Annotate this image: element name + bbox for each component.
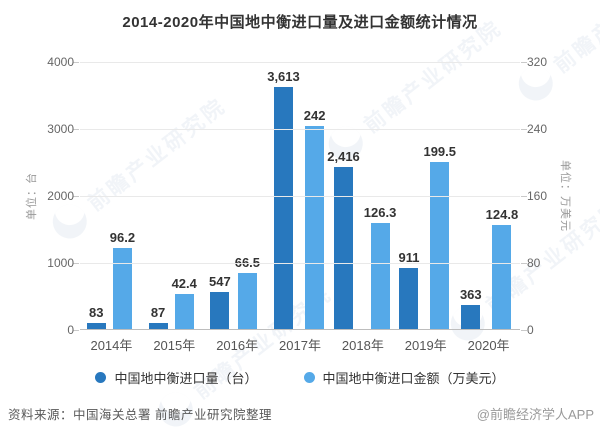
bar-value-label: 2,416 (327, 149, 360, 165)
left-axis-tick (73, 330, 79, 331)
bar-中国地中衡进口金额（万美元）-2016年 (237, 273, 257, 329)
bar-中国地中衡进口金额（万美元）-2014年 (112, 248, 132, 329)
bar-value-label: 66.5 (234, 255, 261, 271)
bar-value-label: 83 (89, 305, 104, 321)
bar-col: 547 (209, 275, 231, 329)
bar-group-2016年: 547 66.5 (204, 62, 266, 329)
legend-label: 中国地中衡进口金额（万美元） (322, 371, 505, 386)
chart-legend: 中国地中衡进口量（台） 中国地中衡进口金额（万美元） (0, 368, 600, 387)
bar-value-label: 242 (303, 108, 326, 124)
category-label-2014年: 2014年 (90, 338, 133, 353)
credit-text: @前瞻经济学人APP (476, 407, 594, 422)
category-label-2015年: 2015年 (153, 338, 196, 353)
legend-item-1[interactable]: 中国地中衡进口金额（万美元） (303, 368, 505, 387)
bar-中国地中衡进口金额（万美元）-2019年 (430, 161, 450, 329)
chart-title: 2014-2020年中国地中衡进口量及进口金额统计情况 (122, 14, 478, 31)
right-axis-tick-label: 320 (527, 55, 548, 69)
bar-中国地中衡进口量（台）-2016年 (210, 292, 230, 329)
bar-value-label: 199.5 (423, 143, 457, 159)
category-label-2020年: 2020年 (467, 338, 510, 353)
left-axis-tick-label: 1000 (47, 256, 74, 270)
gridline (80, 129, 520, 130)
legend-item-0[interactable]: 中国地中衡进口量（台） (95, 368, 258, 387)
bar-中国地中衡进口量（台）-2020年 (461, 304, 481, 329)
bar-col: 42.4 (171, 275, 197, 329)
left-axis-tick-labels: 0 1000 2000 3000 4000 (34, 56, 74, 336)
bar-value-label: 363 (459, 286, 482, 302)
bar-value-label: 42.4 (171, 275, 197, 291)
bar-group-2017年: 3,613 242 (265, 62, 327, 329)
right-axis-tick-label: 240 (527, 122, 548, 136)
right-axis-tick-label: 160 (527, 189, 548, 203)
right-axis-tick-labels: 0 80 160 240 320 (527, 56, 569, 336)
bar-groups: 83 96.2 87 42.4 547 66.5 3,613 242 2,416 126.3 911… (80, 62, 520, 329)
gridline (80, 263, 520, 264)
bar-value-label: 124.8 (485, 206, 519, 222)
bar-value-label: 911 (398, 250, 420, 265)
left-axis-tick (73, 129, 79, 130)
x-axis-category-labels: 2014年 2015年 2016年 2017年 2018年 2019年 2020年 (80, 335, 520, 354)
bar-group-2020年: 363 124.8 (458, 62, 520, 329)
bar-中国地中衡进口金额（万美元）-2015年 (174, 293, 194, 329)
category-label-2016年: 2016年 (216, 338, 259, 353)
bar-中国地中衡进口量（台）-2015年 (148, 323, 168, 329)
bar-中国地中衡进口量（台）-2019年 (399, 268, 419, 329)
bar-col: 124.8 (485, 206, 519, 329)
bar-中国地中衡进口金额（万美元）-2017年 (305, 126, 325, 329)
bar-中国地中衡进口金额（万美元）-2018年 (370, 223, 390, 329)
left-axis-tick (73, 62, 79, 63)
category-label-2018年: 2018年 (341, 338, 384, 353)
bar-col: 2,416 (327, 150, 360, 329)
right-axis-tick (521, 62, 527, 63)
gridline (80, 62, 520, 63)
right-axis-tick (521, 263, 527, 264)
bar-group-2018年: 2,416 126.3 (327, 62, 396, 329)
bar-value-label: 96.2 (109, 230, 136, 246)
bar-value-label: 87 (150, 305, 166, 321)
bar-group-2014年: 83 96.2 (80, 62, 142, 329)
bar-group-2019年: 911 199.5 (396, 62, 458, 329)
legend-dot-icon (303, 372, 315, 383)
bar-col: 66.5 (235, 256, 260, 329)
bar-col: 242 (303, 108, 326, 329)
bar-value-label: 3,613 (267, 68, 300, 84)
bar-col: 87 (148, 305, 168, 329)
bar-col: 363 (459, 286, 482, 329)
legend-label: 中国地中衡进口量（台） (114, 371, 258, 386)
left-axis-tick-label: 0 (67, 323, 74, 337)
gridline (80, 196, 520, 197)
plot-area: 83 96.2 87 42.4 547 66.5 3,613 242 2,416 126.3 911… (73, 62, 527, 331)
bar-中国地中衡进口量（台）-2018年 (334, 167, 354, 329)
bar-value-label: 547 (209, 274, 231, 290)
legend-dot-icon (95, 372, 107, 383)
bar-col: 96.2 (110, 231, 135, 329)
bar-col: 199.5 (423, 143, 457, 329)
left-axis-tick-label: 4000 (47, 55, 74, 69)
bar-中国地中衡进口金额（万美元）-2020年 (492, 224, 512, 329)
bar-中国地中衡进口量（台）-2014年 (86, 323, 106, 329)
right-axis-tick (521, 129, 527, 130)
left-axis-tick-label: 3000 (47, 122, 74, 136)
right-axis-tick (521, 196, 527, 197)
category-label-2017年: 2017年 (279, 338, 321, 353)
bar-中国地中衡进口量（台）-2017年 (273, 86, 293, 329)
left-axis-tick (73, 196, 79, 197)
bar-col: 3,613 (267, 68, 300, 329)
bar-value-label: 126.3 (363, 205, 397, 221)
bar-col: 911 (398, 251, 419, 329)
right-axis-tick (521, 330, 527, 331)
bar-group-2015年: 87 42.4 (142, 62, 204, 329)
category-label-2019年: 2019年 (404, 338, 447, 353)
right-axis-tick-label: 80 (527, 256, 541, 270)
bar-col: 83 (86, 305, 106, 329)
left-axis-tick-label: 2000 (47, 189, 74, 203)
right-axis-tick-label: 0 (527, 323, 534, 337)
left-axis-tick (73, 263, 79, 264)
footer: 资料来源：中国海关总署 前瞻产业研究院整理 @前瞻经济学人APP (8, 404, 594, 423)
bar-col: 126.3 (363, 205, 397, 329)
data-source-text: 资料来源：中国海关总署 前瞻产业研究院整理 (8, 408, 272, 422)
